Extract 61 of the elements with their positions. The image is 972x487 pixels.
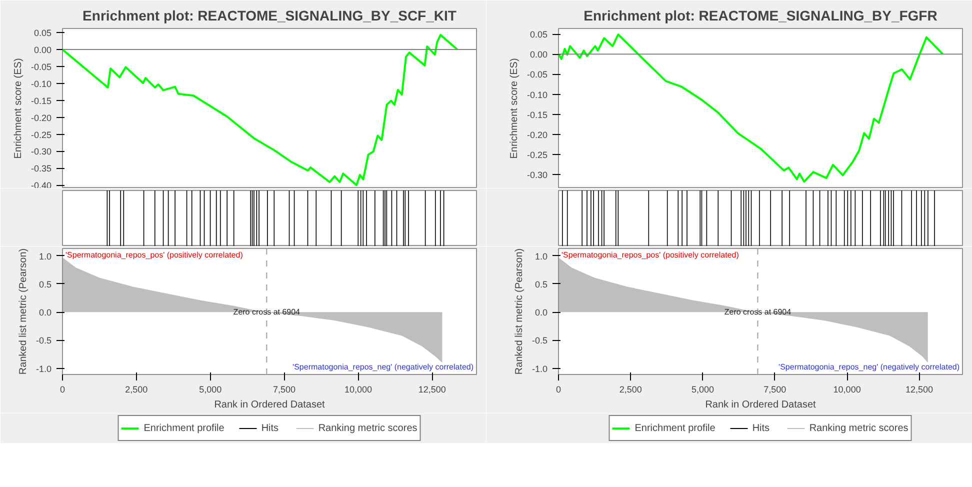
y-tick-label: -0.5 [36, 336, 52, 346]
y-tick-label: -0.25 [526, 150, 548, 160]
y-axis-title: Enrichment score (ES) [12, 58, 24, 159]
y-tick-label: -0.15 [526, 110, 548, 120]
x-tick-label: 0 [556, 384, 562, 394]
annotation: 'Spermatogonia_repos_neg' (negatively correlated) [292, 362, 474, 372]
y-tick-label: 0.00 [530, 50, 548, 60]
legend-label: Ranking metric scores [809, 422, 908, 434]
y-tick-label: -0.20 [526, 130, 548, 140]
y-axis-title: Ranked list metric (Pearson) [18, 248, 29, 375]
x-tick-label: 7,500 [764, 384, 786, 394]
y-tick-label: -0.05 [526, 70, 548, 80]
y-tick-label: -0.25 [30, 130, 52, 140]
x-axis-title: Rank in Ordered Dataset [214, 400, 326, 410]
y-tick-label: 0.0 [534, 308, 548, 318]
legend-label: Enrichment profile [144, 422, 224, 434]
y-axis-title: Ranked list metric (Pearson) [514, 248, 525, 375]
y-tick-label: 0.0 [38, 308, 52, 318]
legend-label: Ranking metric scores [318, 422, 418, 434]
y-tick-label: 1.0 [38, 251, 52, 262]
y-tick-label: 0.05 [34, 28, 52, 38]
x-tick-label: 0 [60, 384, 66, 394]
x-tick-label: 5,000 [692, 384, 714, 394]
y-tick-label: 0.05 [530, 30, 548, 40]
chart-title: Enrichment plot: REACTOME_SIGNALING_BY_SCF_KIT [82, 8, 457, 24]
y-tick-label: 0.5 [534, 279, 548, 290]
legend-label: Enrichment profile [634, 422, 716, 434]
y-tick-label: -0.35 [30, 164, 52, 174]
y-tick-label: -0.30 [526, 170, 548, 180]
annotation: 'Spermatogonia_repos_neg' (negatively correlated) [778, 362, 960, 372]
y-tick-label: 0.00 [34, 45, 52, 56]
y-tick-label: -0.15 [30, 96, 52, 106]
y-tick-label: 1.0 [534, 251, 548, 262]
y-tick-label: -0.30 [30, 146, 52, 157]
x-tick-label: 10,000 [344, 384, 372, 394]
line-series [62, 34, 458, 186]
annotation: Zero cross at 6904 [724, 308, 792, 317]
y-tick-label: -1.0 [36, 364, 52, 374]
y-axis-title: Enrichment score (ES) [508, 58, 520, 159]
chart-title: Enrichment plot: REACTOME_SIGNALING_BY_FGFR [584, 8, 938, 24]
x-tick-label: 10,000 [833, 384, 861, 394]
x-tick-label: 12,500 [905, 384, 933, 394]
legend-label: Hits [261, 422, 280, 434]
x-tick-label: 5,000 [199, 384, 222, 394]
x-tick-label: 7,500 [273, 384, 296, 394]
y-tick-label: -0.10 [526, 90, 548, 100]
y-tick-label: 0.5 [38, 279, 52, 290]
annotation: Zero cross at 6904 [233, 308, 301, 317]
y-tick-label: -0.05 [30, 62, 52, 72]
y-tick-label: -0.10 [30, 78, 52, 89]
y-tick-label: -0.5 [532, 336, 548, 346]
x-axis-title: Rank in Ordered Dataset [705, 400, 816, 410]
y-tick-label: -1.0 [532, 364, 548, 374]
annotation: 'Spermatogonia_repos_pos' (positively correlated) [66, 250, 244, 260]
y-tick-label: -0.20 [30, 112, 52, 123]
legend-label: Hits [752, 422, 771, 434]
line-series [558, 34, 944, 183]
x-tick-label: 12,500 [418, 384, 446, 394]
x-tick-label: 2,500 [125, 384, 148, 394]
x-tick-label: 2,500 [619, 384, 642, 394]
annotation: 'Spermatogonia_repos_pos' (positively correlated) [562, 250, 740, 260]
